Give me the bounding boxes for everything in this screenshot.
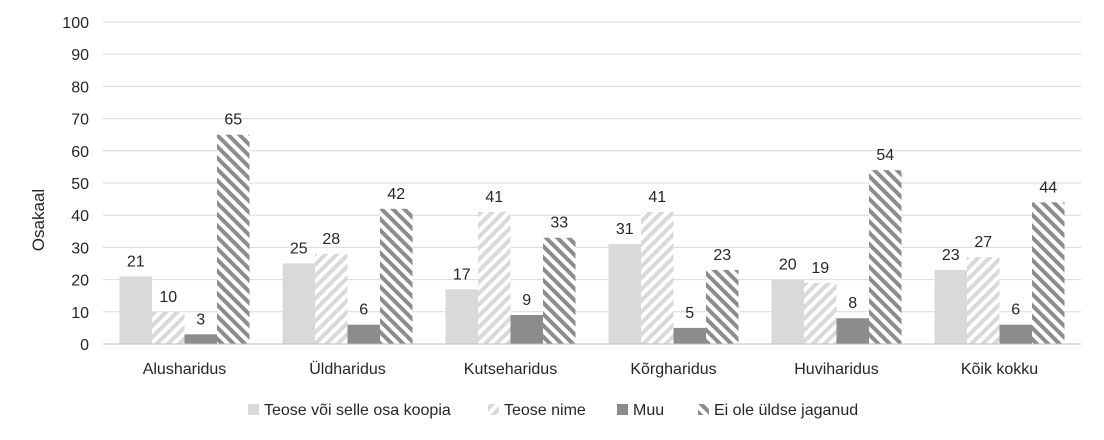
legend-label: Teose nime <box>504 402 586 419</box>
y-tick-label: 30 <box>71 240 89 257</box>
bar <box>706 269 739 344</box>
x-category-label: Üldharidus <box>309 360 385 378</box>
bar <box>217 134 250 344</box>
data-label: 20 <box>779 257 797 274</box>
y-tick-label: 90 <box>71 47 89 64</box>
y-tick-label: 0 <box>80 337 89 354</box>
data-label: 41 <box>648 189 666 206</box>
data-label: 8 <box>848 295 857 312</box>
bar <box>315 253 348 344</box>
bar <box>152 311 185 344</box>
x-category-label: Kõik kokku <box>961 361 1038 378</box>
data-label: 9 <box>522 292 531 309</box>
data-label: 33 <box>550 215 568 232</box>
x-category-label: Kõrgharidus <box>630 361 716 378</box>
data-label: 6 <box>359 302 368 319</box>
data-label: 54 <box>876 147 894 164</box>
data-label: 42 <box>387 186 405 203</box>
data-label: 44 <box>1039 179 1057 196</box>
bar <box>282 263 315 344</box>
legend-swatch <box>698 404 709 415</box>
bar <box>836 318 869 344</box>
legend-label: Ei ole üldse jaganud <box>714 402 858 419</box>
y-tick-label: 60 <box>71 144 89 161</box>
data-label: 23 <box>942 247 960 264</box>
data-label: 3 <box>196 311 205 328</box>
bar <box>445 289 478 344</box>
bar <box>673 327 706 344</box>
bar <box>380 208 413 344</box>
legend-swatch <box>617 404 628 415</box>
data-label: 6 <box>1011 302 1020 319</box>
bar <box>869 170 902 344</box>
y-axis-label: Osakaal <box>29 189 48 251</box>
bar <box>184 334 217 344</box>
legend-label: Teose või selle osa koopia <box>264 402 451 419</box>
bar <box>478 211 511 344</box>
bar <box>804 282 837 344</box>
x-category-label: Kutseharidus <box>464 361 557 378</box>
bar <box>934 269 967 344</box>
legend-swatch <box>248 404 259 415</box>
bar <box>608 244 641 344</box>
data-label: 10 <box>159 289 177 306</box>
y-tick-label: 100 <box>62 15 89 32</box>
bar <box>119 276 152 344</box>
bar <box>1032 202 1065 344</box>
y-axis-ticks: 0 10 20 30 40 50 60 70 80 90 100 <box>62 15 89 354</box>
bar <box>641 211 674 344</box>
bar <box>771 279 804 344</box>
legend-label: Muu <box>633 402 664 419</box>
data-label: 27 <box>974 234 992 251</box>
bar <box>510 315 543 344</box>
bar <box>999 324 1032 344</box>
y-tick-label: 50 <box>71 176 89 193</box>
data-label: 23 <box>713 247 731 264</box>
data-label: 25 <box>290 241 308 258</box>
y-tick-label: 40 <box>71 208 89 225</box>
x-axis-categories: Alusharidus Üldharidus Kutseharidus Kõrghar… <box>143 360 1038 378</box>
data-label: 31 <box>616 221 634 238</box>
y-tick-label: 80 <box>71 79 89 96</box>
legend: Teose või selle osa koopia Teose nime Muu E… <box>248 402 858 419</box>
data-label: 19 <box>811 260 829 277</box>
data-label: 21 <box>127 253 145 270</box>
gridlines <box>103 21 1081 313</box>
y-tick-label: 70 <box>71 112 89 129</box>
data-label: 5 <box>685 305 694 322</box>
data-labels: 21 10 3 65 25 28 6 42 17 41 9 33 31 41 5 23 20 19 8 54 23 27 6… <box>127 112 1057 329</box>
bar <box>967 257 1000 344</box>
legend-swatch <box>488 404 499 415</box>
data-label: 17 <box>453 266 471 283</box>
bars <box>119 134 1065 344</box>
x-category-label: Huviharidus <box>794 361 878 378</box>
x-category-label: Alusharidus <box>143 361 227 378</box>
y-tick-label: 10 <box>71 305 89 322</box>
bar <box>543 237 576 344</box>
y-tick-label: 20 <box>71 273 89 290</box>
data-label: 41 <box>485 189 503 206</box>
bar <box>347 324 380 344</box>
data-label: 65 <box>224 112 242 129</box>
data-label: 28 <box>322 231 340 248</box>
